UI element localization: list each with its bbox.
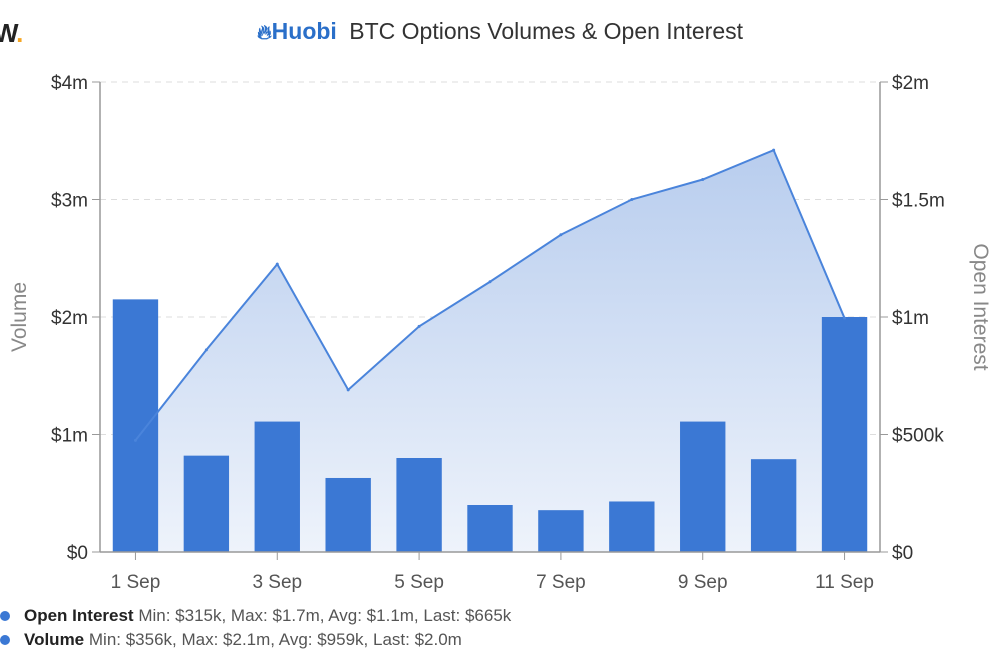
right-tick-label: $1.5m [892, 191, 945, 212]
x-tick-label: 3 Sep [252, 572, 302, 593]
left-tick-label: $2m [51, 308, 88, 329]
volume-bar [538, 510, 584, 552]
x-tick-label: 7 Sep [536, 572, 586, 593]
brand-mark: W. [0, 18, 23, 49]
volume-bar [112, 299, 159, 552]
brand-mark-dot: . [16, 18, 23, 48]
bar-layer [112, 299, 868, 552]
right-tick-label: $0 [892, 543, 913, 564]
volume-bar [680, 421, 726, 552]
volume-bar [609, 501, 655, 552]
left-tick-label: $1m [51, 426, 88, 447]
x-tick-label: 1 Sep [111, 572, 161, 593]
legend-dot-icon [0, 634, 10, 645]
legend-item-volume[interactable]: Volume Min: $356k, Max: $2.1m, Avg: $959… [0, 628, 511, 652]
legend-dot-icon [0, 610, 10, 621]
axis-layer: $0 $1m $2m $3m $4m $0 $500k $1m $1.5m $2m 1 Sep 3 S… [8, 73, 992, 593]
open-interest-point [275, 262, 279, 266]
open-interest-point [772, 148, 776, 152]
volume-bar [467, 505, 513, 552]
open-interest-area [135, 150, 845, 552]
volume-bar [821, 317, 868, 552]
left-tick-label: $3m [51, 191, 88, 212]
brand-mark-text: W [0, 18, 17, 48]
volume-bar [396, 458, 442, 552]
open-interest-point [346, 388, 350, 392]
volume-bar [183, 455, 230, 552]
legend-stats: Min: $315k, Max: $1.7m, Avg: $1.1m, Last… [138, 606, 512, 625]
volume-bar [254, 421, 300, 552]
volume-bar [750, 459, 797, 552]
legend-stats: Min: $356k, Max: $2.1m, Avg: $959k, Last… [88, 630, 462, 649]
legend-item-open-interest[interactable]: Open Interest Min: $315k, Max: $1.7m, Av… [0, 604, 511, 628]
right-tick-label: $500k [892, 426, 944, 447]
volume-bar [325, 477, 371, 552]
flame-icon: 🔥︎ [256, 22, 272, 44]
open-interest-point [133, 438, 137, 442]
right-tick-label: $1m [892, 308, 929, 329]
open-interest-point [630, 198, 634, 201]
open-interest-point [843, 316, 847, 320]
chart-title: BTC Options Volumes & Open Interest [349, 18, 744, 44]
left-tick-label: $4m [51, 73, 88, 94]
right-axis-title: Open Interest [969, 243, 992, 370]
chart-svg: $0 $1m $2m $3m $4m $0 $500k $1m $1.5m $2m 1 Sep 3 S… [8, 73, 992, 593]
left-axis-title: Volume [8, 282, 31, 352]
x-tick-label: 9 Sep [678, 572, 728, 593]
x-tick-label: 5 Sep [394, 572, 444, 593]
open-interest-point [488, 280, 492, 284]
x-tick-label: 11 Sep [815, 572, 874, 593]
logo-text: Huobi [271, 18, 337, 44]
legend-series-name: Volume [24, 630, 85, 649]
open-interest-point [559, 233, 563, 237]
open-interest-point [204, 348, 208, 352]
legend: Open Interest Min: $315k, Max: $1.7m, Av… [0, 604, 511, 652]
left-tick-label: $0 [67, 543, 88, 564]
right-tick-label: $2m [892, 73, 929, 94]
huobi-logo: 🔥︎Huobi [257, 18, 337, 44]
area-layer [135, 150, 845, 552]
chart-header: 🔥︎Huobi BTC Options Volumes & Open Inter… [0, 18, 1000, 45]
legend-series-name: Open Interest [24, 606, 134, 625]
line-layer [133, 148, 847, 442]
open-interest-point [417, 324, 421, 328]
open-interest-point [701, 178, 705, 182]
